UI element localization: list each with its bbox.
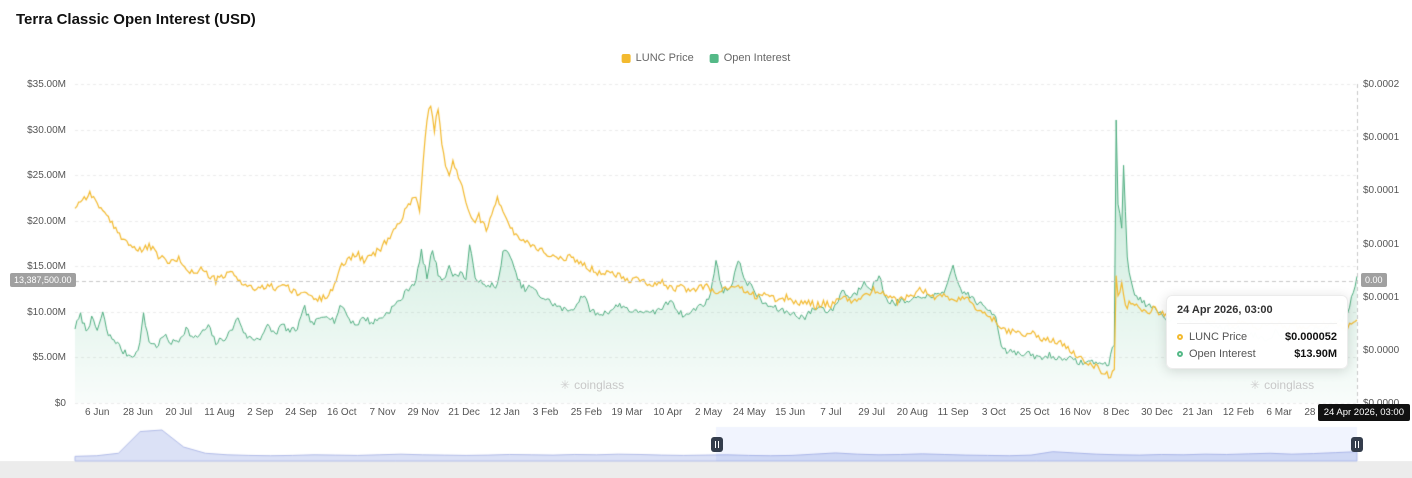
x-axis-tick: 3 Feb — [532, 407, 559, 418]
x-axis-tick: 16 Oct — [327, 407, 357, 418]
page-title: Terra Classic Open Interest (USD) — [16, 11, 256, 28]
plot-area[interactable] — [75, 84, 1357, 403]
x-axis-tick: 19 Mar — [611, 407, 643, 418]
right-axis-tick: $0.0000 — [1363, 398, 1399, 409]
x-axis-tick: 11 Sep — [937, 407, 969, 418]
crosshair-date-tag: 24 Apr 2026, 03:00 — [1317, 404, 1410, 421]
left-axis-tick: $10.00M — [27, 306, 66, 318]
x-axis-tick: 30 Dec — [1141, 407, 1173, 418]
tooltip-label: LUNC Price — [1189, 331, 1248, 343]
right-axis-tick: $0.0001 — [1363, 132, 1400, 144]
x-axis-tick: 21 Dec — [448, 407, 480, 418]
left-axis-tick: $25.00M — [27, 170, 66, 182]
coinglass-logo-icon: ✳ — [560, 378, 571, 392]
x-axis-tick: 3 Oct — [981, 407, 1006, 418]
left-axis-tick: $15.00M — [27, 261, 66, 273]
chart-legend: LUNC Price Open Interest — [621, 52, 791, 64]
right-axis-tick: $0.0002 — [1363, 79, 1400, 90]
right-axis-value-badge: 0.00 — [1361, 273, 1387, 287]
coinglass-watermark: ✳ coinglass — [1250, 378, 1315, 392]
x-axis-tick: 11 Aug — [204, 407, 235, 418]
legend-label-lunc-price: LUNC Price — [635, 52, 694, 64]
x-axis-tick: 28 Jun — [122, 407, 153, 418]
x-axis-tick: 12 Feb — [1222, 407, 1254, 418]
x-axis-tick: 2 Sep — [247, 407, 274, 418]
x-axis-tick: 21 Jan — [1182, 407, 1213, 418]
chart-tooltip: 24 Apr 2026, 03:00 LUNC Price $0.000052 … — [1166, 295, 1348, 369]
left-axis-tick: $30.00M — [27, 124, 66, 136]
x-axis-tick: 29 Jul — [858, 407, 885, 418]
x-axis-tick: 12 Jan — [489, 407, 520, 418]
left-axis-tick: $5.00M — [32, 352, 66, 364]
left-axis-value-badge: 13,387,500.00 — [10, 273, 76, 287]
tooltip-row-lunc-price: LUNC Price $0.000052 — [1177, 331, 1337, 343]
right-axis-tick: $0.0001 — [1363, 238, 1400, 250]
x-axis-tick: 24 Sep — [285, 407, 317, 418]
tooltip-date: 24 Apr 2026, 03:00 — [1177, 304, 1337, 324]
left-axis-tick: $0 — [54, 398, 66, 409]
legend-label-open-interest: Open Interest — [723, 52, 791, 64]
navigator-handle-left[interactable] — [711, 437, 723, 452]
right-axis-tick: $0.0001 — [1363, 291, 1400, 303]
x-axis-tick: 10 Apr — [653, 407, 683, 418]
x-axis-tick: 20 Jul — [165, 407, 193, 418]
x-axis-tick: 6 Jun — [84, 407, 110, 418]
navigator-handle-right[interactable] — [1351, 437, 1363, 452]
left-axis-tick: $35.00M — [27, 79, 66, 90]
x-axis-tick: 7 Nov — [369, 407, 396, 418]
lunc-price-swatch-icon — [621, 53, 631, 63]
x-axis-tick: 6 Mar — [1266, 407, 1292, 418]
tooltip-row-open-interest: Open Interest $13.90M — [1177, 348, 1337, 360]
x-axis-tick: 2 May — [694, 407, 723, 418]
right-axis-tick: $0.0001 — [1363, 185, 1400, 197]
legend-item-open-interest[interactable]: Open Interest — [709, 52, 791, 64]
tooltip-value: $0.000052 — [1285, 331, 1337, 343]
x-axis-tick: 24 May — [732, 407, 766, 418]
x-axis-tick: 29 Nov — [407, 407, 440, 418]
x-axis-tick: 7 Jul — [820, 407, 842, 418]
right-axis-tick: $0.0000 — [1363, 344, 1400, 356]
x-axis-tick: 8 Dec — [1103, 407, 1130, 418]
open-interest-swatch-icon — [709, 53, 719, 63]
tooltip-value: $13.90M — [1294, 348, 1337, 360]
lunc-price-dot-icon — [1177, 334, 1183, 340]
coinglass-watermark: ✳ coinglass — [560, 378, 625, 392]
coinglass-logo-icon: ✳ — [1250, 378, 1261, 392]
legend-item-lunc-price[interactable]: LUNC Price — [621, 52, 694, 64]
x-axis-tick: 20 Aug — [896, 407, 928, 418]
tooltip-label: Open Interest — [1189, 348, 1256, 360]
x-axis-tick: 25 Feb — [570, 407, 602, 418]
open-interest-dot-icon — [1177, 351, 1183, 357]
x-axis-tick: 16 Nov — [1059, 407, 1092, 418]
left-axis-tick: $20.00M — [27, 215, 66, 227]
x-axis-tick: 25 Oct — [1019, 407, 1050, 418]
x-axis-tick: 15 Jun — [775, 407, 806, 418]
